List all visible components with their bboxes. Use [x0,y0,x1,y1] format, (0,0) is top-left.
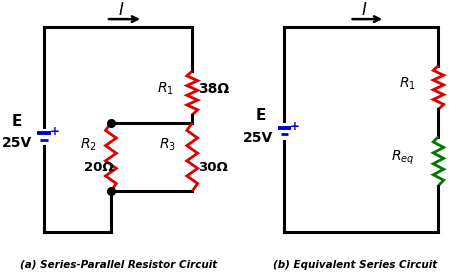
Text: (b) Equivalent Series Circuit: (b) Equivalent Series Circuit [273,260,438,270]
Text: 25V: 25V [243,131,273,145]
Text: $I$: $I$ [118,1,124,19]
Text: +: + [290,120,299,133]
Text: $I$: $I$ [361,1,367,19]
Text: 20Ω: 20Ω [84,161,113,174]
Text: $R_1$: $R_1$ [157,81,173,97]
Text: $R_2$: $R_2$ [80,137,97,153]
Text: 38Ω: 38Ω [198,82,229,96]
Text: +: + [50,125,60,138]
Text: $R_3$: $R_3$ [159,137,176,153]
Text: (a) Series-Parallel Resistor Circuit: (a) Series-Parallel Resistor Circuit [20,260,217,270]
Text: 30Ω: 30Ω [198,161,228,174]
Text: E: E [255,108,266,123]
Text: 25V: 25V [2,136,32,150]
Text: E: E [12,114,22,129]
Text: $R_{eq}$: $R_{eq}$ [391,149,415,167]
Text: $R_1$: $R_1$ [399,75,416,92]
